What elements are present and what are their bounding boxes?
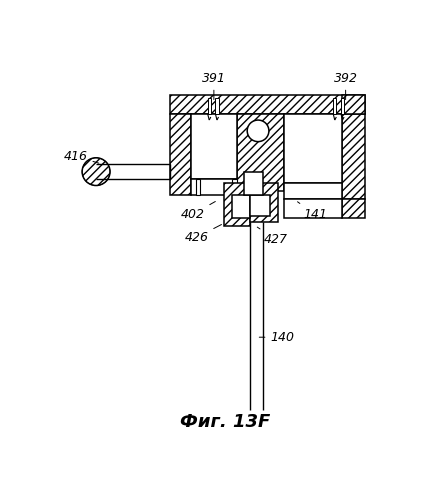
Text: 402: 402 xyxy=(180,202,215,221)
Bar xyxy=(237,114,284,191)
Text: 392: 392 xyxy=(334,72,358,100)
Text: 141: 141 xyxy=(297,202,327,221)
Text: 391: 391 xyxy=(202,72,226,100)
Bar xyxy=(284,183,342,198)
Bar xyxy=(342,94,365,114)
Circle shape xyxy=(247,120,269,142)
Bar xyxy=(170,114,191,194)
Bar xyxy=(284,114,342,183)
Bar xyxy=(342,198,365,218)
Text: 416: 416 xyxy=(63,150,99,163)
Text: Фиг. 13F: Фиг. 13F xyxy=(180,413,271,431)
Bar xyxy=(250,194,271,216)
Bar xyxy=(333,98,336,114)
Bar xyxy=(224,183,250,226)
Text: 140: 140 xyxy=(259,330,294,344)
Bar xyxy=(170,94,365,114)
Bar xyxy=(196,180,200,194)
Bar xyxy=(244,172,263,194)
Bar xyxy=(250,183,278,222)
Bar xyxy=(284,198,342,218)
Bar xyxy=(232,180,237,194)
Bar xyxy=(342,114,365,198)
Text: 427: 427 xyxy=(257,227,288,246)
Bar xyxy=(232,194,250,218)
Bar xyxy=(191,114,237,180)
Text: 426: 426 xyxy=(184,224,221,244)
Bar xyxy=(216,98,219,114)
Bar xyxy=(208,98,211,114)
Bar xyxy=(341,98,344,114)
Bar xyxy=(191,180,237,194)
Circle shape xyxy=(82,158,110,186)
